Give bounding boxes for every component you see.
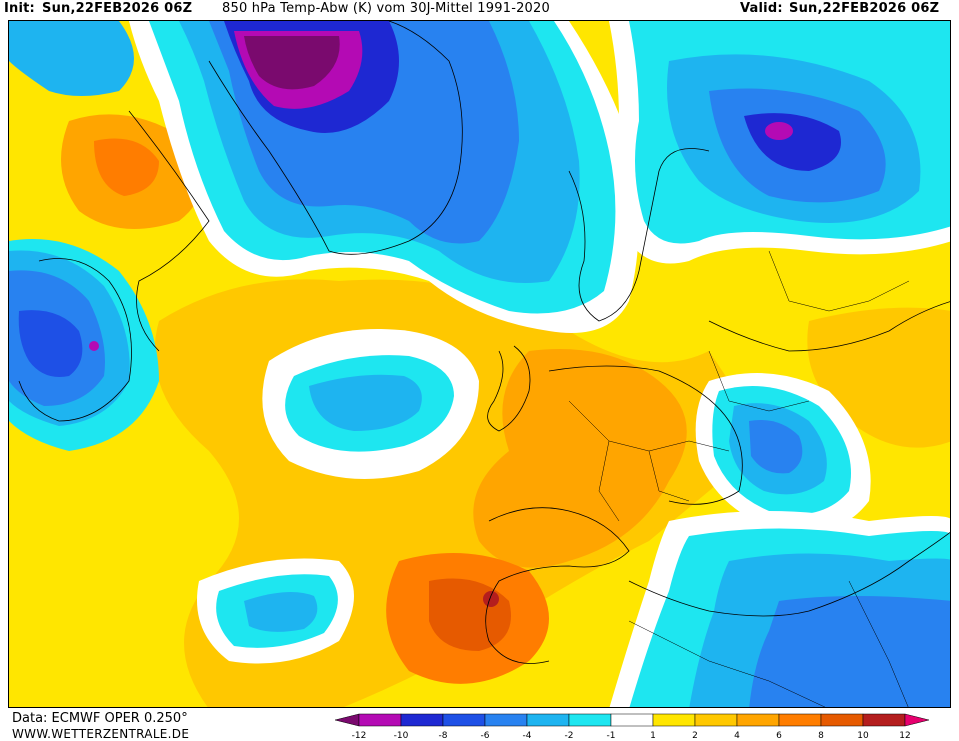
legend-bar	[334, 713, 930, 727]
legend-tick-label: -10	[393, 731, 409, 741]
legend-tick-label: -8	[438, 731, 448, 741]
legend-tick-label: 1	[650, 731, 656, 741]
warm-area-europe	[473, 349, 687, 568]
valid-label: Valid:	[740, 1, 783, 16]
temperature-anomaly-map	[8, 20, 951, 708]
hot-area-canada	[94, 138, 159, 196]
legend-tick-label: 2	[692, 731, 698, 741]
footer: Data: ECMWF OPER 0.250° WWW.WETTERZENTRA…	[0, 709, 959, 741]
legend-tick-label: -1	[606, 731, 616, 741]
legend-tick-label: -4	[522, 731, 532, 741]
legend-segment	[652, 713, 696, 727]
legend-segment	[484, 713, 528, 727]
legend-tick-label: 6	[776, 731, 782, 741]
very-cold-spot-russia	[765, 122, 793, 140]
legend-segment	[694, 713, 738, 727]
color-legend: -12 -10 -8 -6 -4 -2 -1 1 2 4 6 8 10 12	[334, 712, 931, 741]
legend-tick-label: 4	[734, 731, 740, 741]
legend-segment	[442, 713, 486, 727]
website-link[interactable]: WWW.WETTERZENTRALE.DE	[12, 727, 190, 741]
legend-segment	[820, 713, 864, 727]
extreme-spot	[483, 591, 499, 607]
legend-segment	[526, 713, 570, 727]
cold-area-southwest	[244, 592, 318, 632]
legend-tick-label: -6	[480, 731, 490, 741]
legend-tick-label: 8	[818, 731, 824, 741]
deep-cold-area-hudson	[18, 310, 83, 377]
init-value: Sun,22FEB2026 06Z	[42, 1, 193, 16]
cold-area-atlantic	[309, 374, 422, 431]
legend-segment	[778, 713, 822, 727]
legend-segment	[862, 713, 906, 727]
legend-segment	[568, 713, 612, 727]
legend-segment	[358, 713, 402, 727]
strong-cold-area-greenland	[244, 36, 340, 90]
country-borders	[568, 250, 910, 707]
cold-area-southeast	[749, 596, 950, 707]
legend-arrow-right	[904, 713, 930, 727]
coastlines	[18, 21, 950, 664]
legend-tick-label: 10	[857, 731, 869, 741]
valid-value: Sun,22FEB2026 06Z	[789, 1, 940, 16]
very-cold-spot-hudson	[89, 341, 99, 351]
legend-tick-label: -12	[351, 731, 367, 741]
cool-area-northwest	[9, 21, 134, 96]
legend-segment	[400, 713, 444, 727]
legend-arrow-left	[334, 713, 360, 727]
data-source: Data: ECMWF OPER 0.250°	[12, 711, 188, 726]
legend-tick-label: -2	[564, 731, 574, 741]
header: Init: Sun,22FEB2026 06Z 850 hPa Temp-Abw…	[0, 0, 959, 20]
deep-cold-area-balkans	[749, 420, 803, 474]
legend-segment	[610, 713, 654, 727]
legend-segment	[736, 713, 780, 727]
map-title: 850 hPa Temp-Abw (K) vom 30J-Mittel 1991…	[222, 1, 550, 16]
init-label: Init:	[4, 1, 35, 16]
legend-tick-label: 12	[899, 731, 911, 741]
